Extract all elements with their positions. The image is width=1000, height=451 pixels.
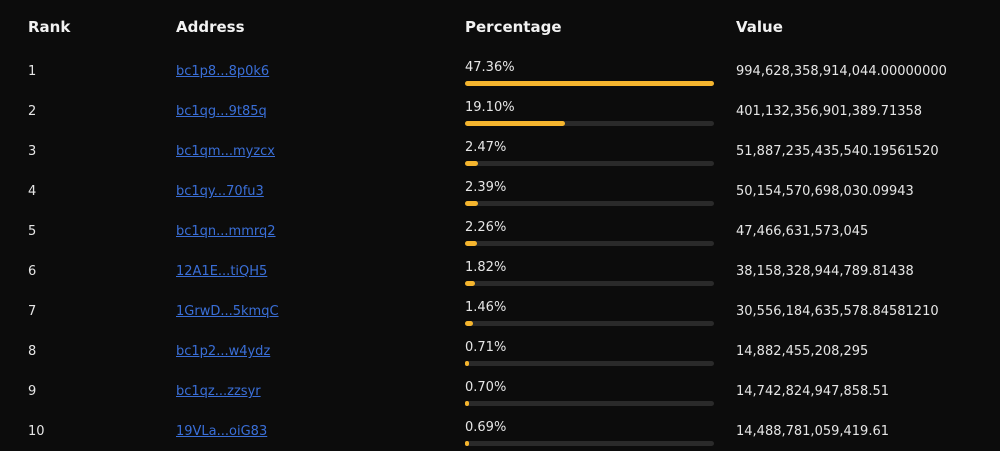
percentage-track — [465, 441, 714, 446]
address-link[interactable]: 12A1E...tiQH5 — [176, 264, 268, 279]
address-link[interactable]: bc1qm...myzcx — [176, 144, 276, 159]
value: 14,488,781,059,419.61 — [736, 424, 889, 439]
value: 30,556,184,635,578.84581210 — [736, 304, 939, 319]
percentage-bar — [465, 201, 478, 206]
percentage-label: 47.36% — [465, 60, 515, 75]
percentage-track — [465, 161, 714, 166]
percentage-bar — [465, 81, 714, 86]
percentage-label: 0.71% — [465, 340, 507, 355]
value: 38,158,328,944,789.81438 — [736, 264, 914, 279]
header-rank: Rank — [28, 18, 71, 36]
percentage-bar — [465, 281, 475, 286]
percentage-label: 1.46% — [465, 300, 507, 315]
percentage-track — [465, 241, 714, 246]
rank: 9 — [28, 384, 37, 399]
percentage-label: 19.10% — [465, 100, 515, 115]
percentage-label: 0.69% — [465, 420, 507, 435]
address-link[interactable]: bc1qg...9t85q — [176, 104, 267, 119]
rank: 4 — [28, 184, 37, 199]
percentage-bar — [465, 361, 469, 366]
percentage-track — [465, 321, 714, 326]
rank: 6 — [28, 264, 37, 279]
value: 51,887,235,435,540.19561520 — [736, 144, 939, 159]
address-link[interactable]: bc1p2...w4ydz — [176, 344, 271, 359]
header-value: Value — [736, 18, 783, 36]
percentage-track — [465, 281, 714, 286]
rank: 7 — [28, 304, 37, 319]
value: 47,466,631,573,045 — [736, 224, 869, 239]
percentage-bar — [465, 161, 478, 166]
header-address: Address — [176, 18, 245, 36]
percentage-bar — [465, 441, 469, 446]
address-link[interactable]: bc1qn...mmrq2 — [176, 224, 276, 239]
percentage-label: 0.70% — [465, 380, 507, 395]
percentage-track — [465, 361, 714, 366]
value: 401,132,356,901,389.71358 — [736, 104, 923, 119]
percentage-bar — [465, 321, 473, 326]
percentage-label: 2.47% — [465, 140, 507, 155]
percentage-label: 1.82% — [465, 260, 507, 275]
value: 50,154,570,698,030.09943 — [736, 184, 914, 199]
address-link[interactable]: bc1qy...70fu3 — [176, 184, 264, 199]
rank: 2 — [28, 104, 37, 119]
percentage-bar — [465, 241, 477, 246]
header-percentage: Percentage — [465, 18, 562, 36]
rank: 5 — [28, 224, 37, 239]
percentage-track — [465, 81, 714, 86]
address-link[interactable]: bc1p8...8p0k6 — [176, 64, 270, 79]
address-link[interactable]: bc1qz...zzsyr — [176, 384, 261, 399]
percentage-bar — [465, 401, 469, 406]
percentage-bar — [465, 121, 566, 126]
value: 14,882,455,208,295 — [736, 344, 869, 359]
percentage-label: 2.26% — [465, 220, 507, 235]
rank: 8 — [28, 344, 37, 359]
value: 14,742,824,947,858.51 — [736, 384, 889, 399]
percentage-track — [465, 121, 714, 126]
rank: 10 — [28, 424, 45, 439]
rank: 3 — [28, 144, 37, 159]
percentage-track — [465, 401, 714, 406]
rank: 1 — [28, 64, 37, 79]
value: 994,628,358,914,044.00000000 — [736, 64, 947, 79]
percentage-label: 2.39% — [465, 180, 507, 195]
address-link[interactable]: 19VLa...oiG83 — [176, 424, 268, 439]
address-link[interactable]: 1GrwD...5kmqC — [176, 304, 279, 319]
percentage-track — [465, 201, 714, 206]
